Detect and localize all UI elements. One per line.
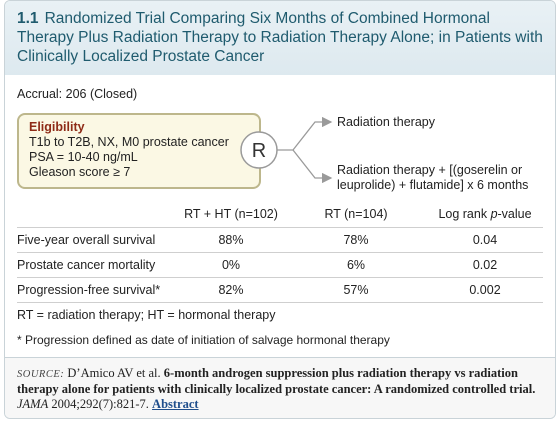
- randomization-label: R: [252, 140, 266, 162]
- row-divider: [17, 302, 543, 303]
- row-divider: [17, 277, 543, 278]
- eligibility-box: Eligibility T1b to T2B, NX, M0 prostate …: [17, 113, 261, 189]
- arrow: [292, 149, 333, 184]
- randomization-diagram: R: [240, 116, 333, 184]
- arrow: [277, 116, 333, 151]
- cell: 88%: [218, 233, 244, 247]
- source-title: 6-month androgen suppression plus radiat…: [17, 366, 536, 396]
- note: RT = radiation therapy; HT = hormonal th…: [17, 308, 276, 322]
- randomization-circle: [240, 131, 278, 169]
- table-number: 1.1: [17, 10, 39, 27]
- eligibility-line: PSA = 10-40 ng/mL: [29, 150, 138, 164]
- arm: Radiation therapy + [(goserelin or leupr…: [337, 163, 529, 192]
- title-text: Randomized Trial Comparing Six Months of…: [17, 10, 543, 65]
- row-divider: [17, 227, 543, 228]
- eligibility-line: T1b to T2B, NX, M0 prostate cancer: [29, 135, 229, 149]
- eligibility-line: Gleason score ≥ 7: [29, 165, 131, 179]
- header-part: p: [490, 207, 498, 221]
- cell: 0.002: [469, 283, 501, 297]
- card: 1.1 Randomized Trial Comparing Six Months…: [4, 0, 556, 419]
- cell: 0%: [221, 258, 241, 272]
- row-label: Prostate cancer mortality: [17, 258, 156, 272]
- header-part: -value: [497, 207, 532, 221]
- cell: 78%: [343, 233, 369, 247]
- header: 1.1 Randomized Trial Comparing Six Months…: [5, 1, 555, 75]
- abstract-link[interactable]: Abstract: [152, 397, 199, 411]
- note: * Progression defined as date of initiat…: [17, 333, 390, 347]
- source-journal: JAMA: [17, 397, 49, 411]
- source-citation: 2004;292(7):821-7.: [51, 397, 149, 411]
- cell: 82%: [218, 283, 244, 297]
- row-label: Progression-free survival*: [17, 283, 161, 297]
- cell: 57%: [343, 283, 369, 297]
- accrual: Accrual: 206 (Closed): [17, 87, 138, 101]
- source-section: SOURCE: D’Amico AV et al. 6-month androg…: [5, 357, 555, 418]
- column-header: Log rank p-value: [415, 207, 555, 221]
- column-header: RT + HT (n=102): [184, 207, 278, 221]
- column-header: RT (n=104): [324, 207, 388, 221]
- eligibility-title: Eligibility: [29, 120, 85, 134]
- row-divider: [17, 252, 543, 253]
- cell: 0.02: [472, 258, 498, 272]
- cell: 0.04: [472, 233, 498, 247]
- cell: 6%: [346, 258, 366, 272]
- source-label: SOURCE:: [17, 369, 65, 380]
- row-label: Five-year overall survival: [17, 233, 156, 247]
- header-part: Log rank: [438, 207, 491, 221]
- source-authors: D’Amico AV et al.: [67, 366, 161, 380]
- title: 1.1 Randomized Trial Comparing Six Months…: [17, 9, 545, 66]
- arm: Radiation therapy: [337, 115, 435, 129]
- source-text: SOURCE: D’Amico AV et al. 6-month androg…: [17, 366, 543, 412]
